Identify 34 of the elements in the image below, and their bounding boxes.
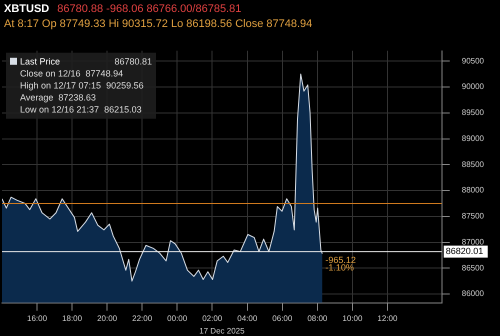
annotation: Low on 12/16 21:37 86215.03 (20, 104, 142, 114)
y-tick-label: 88500 (462, 160, 485, 169)
annotation: Close on 12/16 87748.94 (20, 68, 124, 78)
x-tick-label: 12:00 (377, 314, 398, 323)
annotation: High on 12/17 07:15 90259.56 (20, 80, 144, 90)
x-tick-label: 06:00 (272, 314, 293, 323)
text: At 8:17 Op 87749.33 Hi 90315.72 Lo 86198.56 Close 87748.94 (4, 17, 314, 32)
y-tick-label: 86500 (462, 263, 485, 272)
x-tick-label: 18:00 (62, 314, 83, 323)
x-tick-label: 08:00 (307, 314, 328, 323)
chart-subtitle: 86780.88 -968.06 86766.00/86785.81 (57, 3, 242, 15)
y-tick-label: 88000 (462, 186, 485, 195)
y-tick-label: 90000 (462, 82, 485, 92)
x-tick-label: 22:00 (132, 314, 153, 323)
y-tick-label: 86000 (462, 289, 485, 298)
y-tick-label: 87500 (462, 212, 485, 221)
annotation: -1.10% (325, 262, 354, 273)
x-tick-label: 20:00 (97, 314, 118, 323)
x-axis-title: 17 Dec 2025 (199, 326, 246, 336)
chart-title: XBTUSD (4, 3, 50, 15)
y-tick-label: 90500 (462, 56, 485, 66)
y-tick-label: 87000 (462, 237, 485, 246)
legend-label: Last Price (20, 56, 60, 66)
x-tick-label: 02:00 (202, 314, 223, 323)
y-tick-label: 89500 (462, 108, 485, 118)
y-tick-label: 89000 (462, 134, 485, 143)
x-tick-label: 00:00 (167, 314, 188, 323)
annotation: 86780.81 (114, 56, 152, 66)
x-tick-label: 16:00 (27, 314, 48, 323)
x-tick-label: 10:00 (342, 314, 363, 323)
annotation: Average 87238.63 (20, 92, 96, 102)
annotation: -965.12 (325, 254, 356, 265)
ref-line-label: 86820.01 (446, 246, 484, 256)
x-tick-label: 04:00 (237, 314, 258, 323)
